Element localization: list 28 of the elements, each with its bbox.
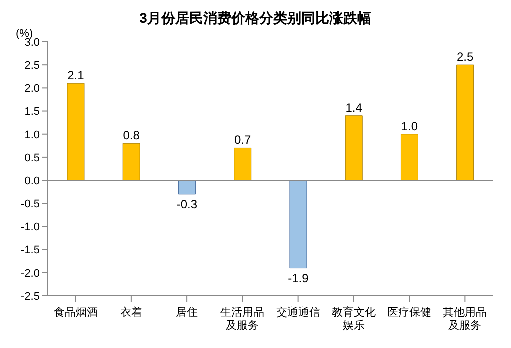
data-label: 0.7 — [234, 133, 252, 148]
x-tick-label: 居住 — [176, 307, 198, 319]
x-tick-label: 生活用品及服务 — [220, 306, 265, 332]
y-tick-label: 1.0 — [24, 129, 40, 142]
y-tick-label: 0.0 — [24, 175, 40, 188]
y-tick-label: 2.5 — [24, 60, 40, 72]
y-tick-label: 0.5 — [24, 152, 40, 164]
y-tick-label: -0.5 — [21, 198, 40, 211]
y-tick-label: -1.5 — [21, 244, 40, 257]
data-label: -1.9 — [288, 271, 310, 286]
data-label: 0.8 — [123, 128, 140, 143]
x-tick-label: 医疗保健 — [388, 306, 432, 319]
x-tick-label: 其他用品及服务 — [443, 306, 488, 332]
y-tick-label: -1.0 — [21, 222, 40, 234]
data-label: 2.5 — [457, 50, 474, 64]
chart-title: 3月份居民消费价格分类别同比涨跌幅 — [140, 10, 372, 26]
x-tick-label: 交通通信 — [276, 306, 320, 319]
y-tick-label: 2.0 — [24, 83, 40, 96]
y-tick-label: -2.0 — [21, 268, 40, 280]
data-label: -0.3 — [176, 197, 198, 212]
x-tick-label: 衣着 — [120, 306, 142, 319]
x-tick-label: 教育文化娱乐 — [332, 306, 376, 332]
y-tick-label: -2.5 — [21, 290, 40, 303]
data-label: 1.0 — [401, 119, 418, 134]
x-tick-label: 食品烟酒 — [54, 306, 98, 319]
y-tick-label: 1.5 — [24, 106, 40, 118]
data-label: 1.4 — [346, 100, 363, 115]
data-label: 2.1 — [68, 68, 85, 83]
